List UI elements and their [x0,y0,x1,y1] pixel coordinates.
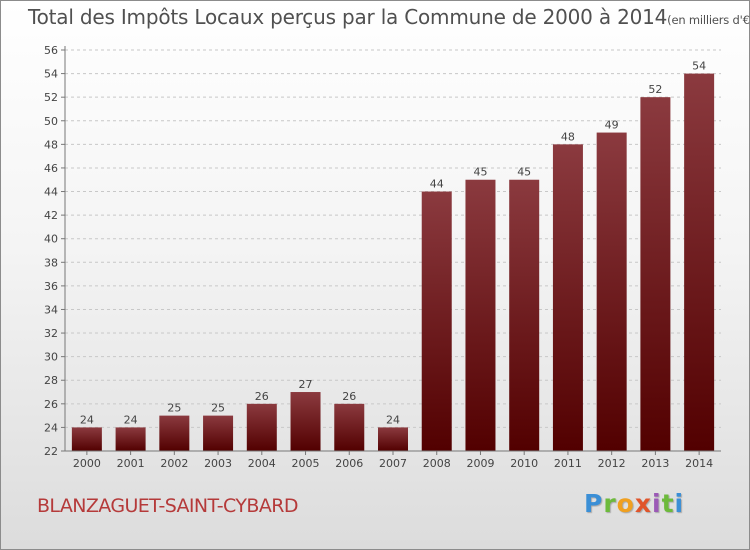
x-tick-label: 2012 [598,457,626,470]
y-tick-label: 50 [44,115,58,128]
x-tick-label: 2008 [423,457,451,470]
logo-letter: x [634,489,652,518]
bar-value-label: 45 [517,166,531,179]
bar [115,427,146,451]
y-tick-label: 46 [44,162,58,175]
x-tick-label: 2014 [685,457,713,470]
bar [290,392,321,451]
y-tick-label: 22 [44,445,58,458]
x-tick-label: 2001 [117,457,145,470]
bar-value-label: 24 [80,413,94,426]
bar-value-label: 49 [605,119,619,132]
bar-value-label: 25 [167,402,181,415]
bar [465,179,496,451]
y-tick-label: 24 [44,421,58,434]
y-tick-label: 40 [44,233,58,246]
bar [640,97,671,452]
y-tick-label: 38 [44,256,58,269]
bar-value-label: 26 [342,390,356,403]
y-tick-label: 30 [44,351,58,364]
logo-letter: r [603,489,617,518]
bar-value-label: 24 [124,413,138,426]
y-tick-label: 28 [44,374,58,387]
bar-value-label: 45 [473,166,487,179]
bar-value-label: 48 [561,130,575,143]
logo-letter: t [661,489,675,518]
y-tick-label: 54 [44,68,58,81]
logo-letter: o [616,489,635,518]
bar-value-label: 52 [648,83,662,96]
bar [334,403,365,451]
bar-value-label: 27 [299,378,313,391]
bar [159,415,190,451]
y-tick-label: 48 [44,138,58,151]
x-tick-label: 2010 [510,457,538,470]
x-tick-label: 2004 [248,457,276,470]
commune-name: BLANZAGUET-SAINT-CYBARD [37,495,298,517]
bar [71,427,102,451]
x-tick-label: 2011 [554,457,582,470]
bar-value-label: 26 [255,390,269,403]
bar [684,73,715,452]
y-tick-label: 32 [44,327,58,340]
x-tick-label: 2005 [292,457,320,470]
y-tick-label: 44 [44,186,58,199]
bar-value-label: 54 [692,60,706,73]
title-text: Total des Impôts Locaux perçus par la Co… [28,5,668,29]
x-tick-label: 2002 [160,457,188,470]
bar [596,132,627,451]
unit-label: (en milliers d'€) [667,13,750,27]
logo-letter: i [674,489,685,518]
y-tick-label: 26 [44,398,58,411]
bar [421,191,452,451]
bar [552,144,583,451]
y-tick-label: 34 [44,303,58,316]
x-tick-label: 2000 [73,457,101,470]
bar [378,427,408,451]
x-tick-label: 2006 [335,457,363,470]
x-tick-label: 2007 [379,457,407,470]
y-tick-label: 56 [44,44,58,57]
y-tick-label: 36 [44,280,58,293]
logo-letter: P [584,489,604,518]
logo-letter: i [652,489,662,518]
proxiti-logo: Proxiti [584,489,684,518]
bar-value-label: 24 [386,413,400,426]
x-tick-label: 2013 [641,457,669,470]
bar [203,415,234,451]
bar [246,403,277,451]
bar-value-label: 44 [430,178,444,191]
x-tick-label: 2009 [466,457,494,470]
y-tick-label: 52 [44,91,58,104]
y-tick-label: 42 [44,209,58,222]
bar [509,179,540,451]
bar-value-label: 25 [211,402,225,415]
chart-title: Total des Impôts Locaux perçus par la Co… [28,5,750,29]
x-tick-label: 2003 [204,457,232,470]
